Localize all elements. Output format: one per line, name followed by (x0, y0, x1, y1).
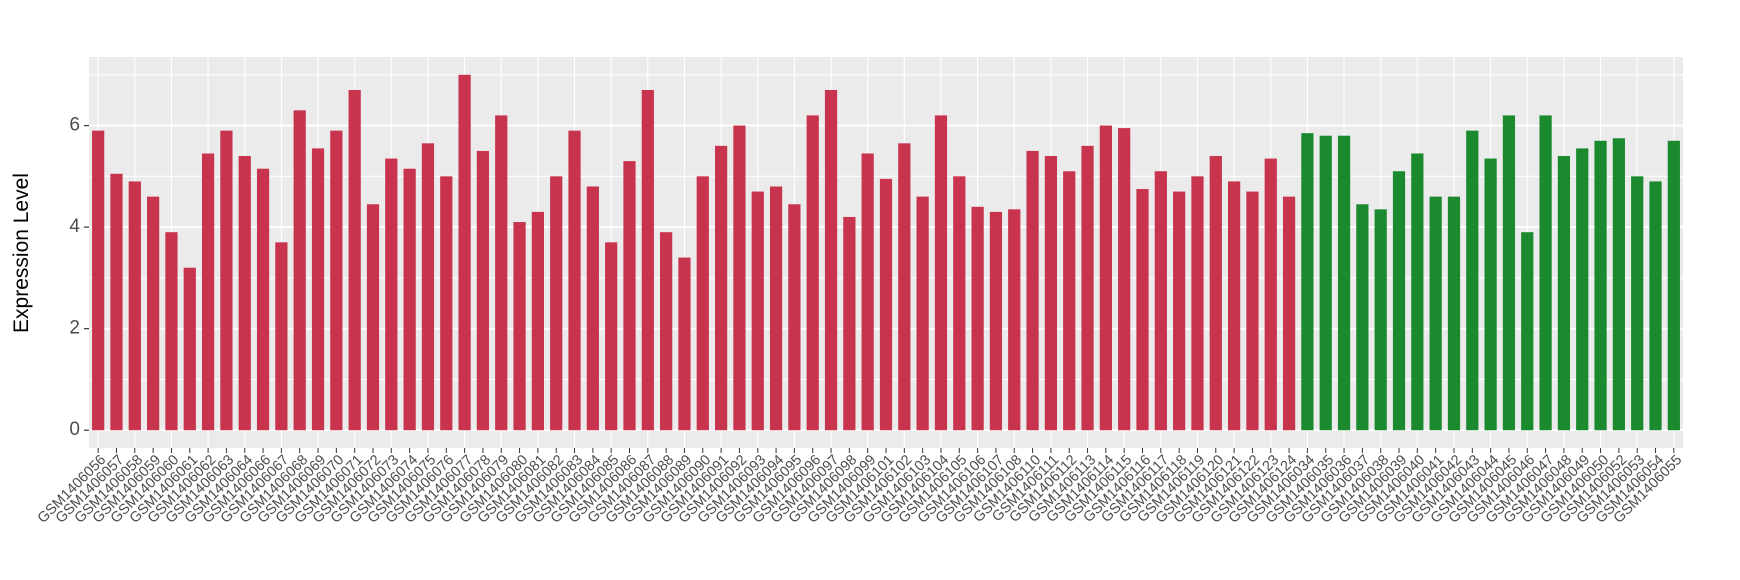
svg-text:2: 2 (69, 318, 80, 339)
svg-text:0: 0 (69, 419, 80, 440)
svg-text:4: 4 (69, 216, 80, 237)
svg-text:6: 6 (69, 115, 80, 136)
